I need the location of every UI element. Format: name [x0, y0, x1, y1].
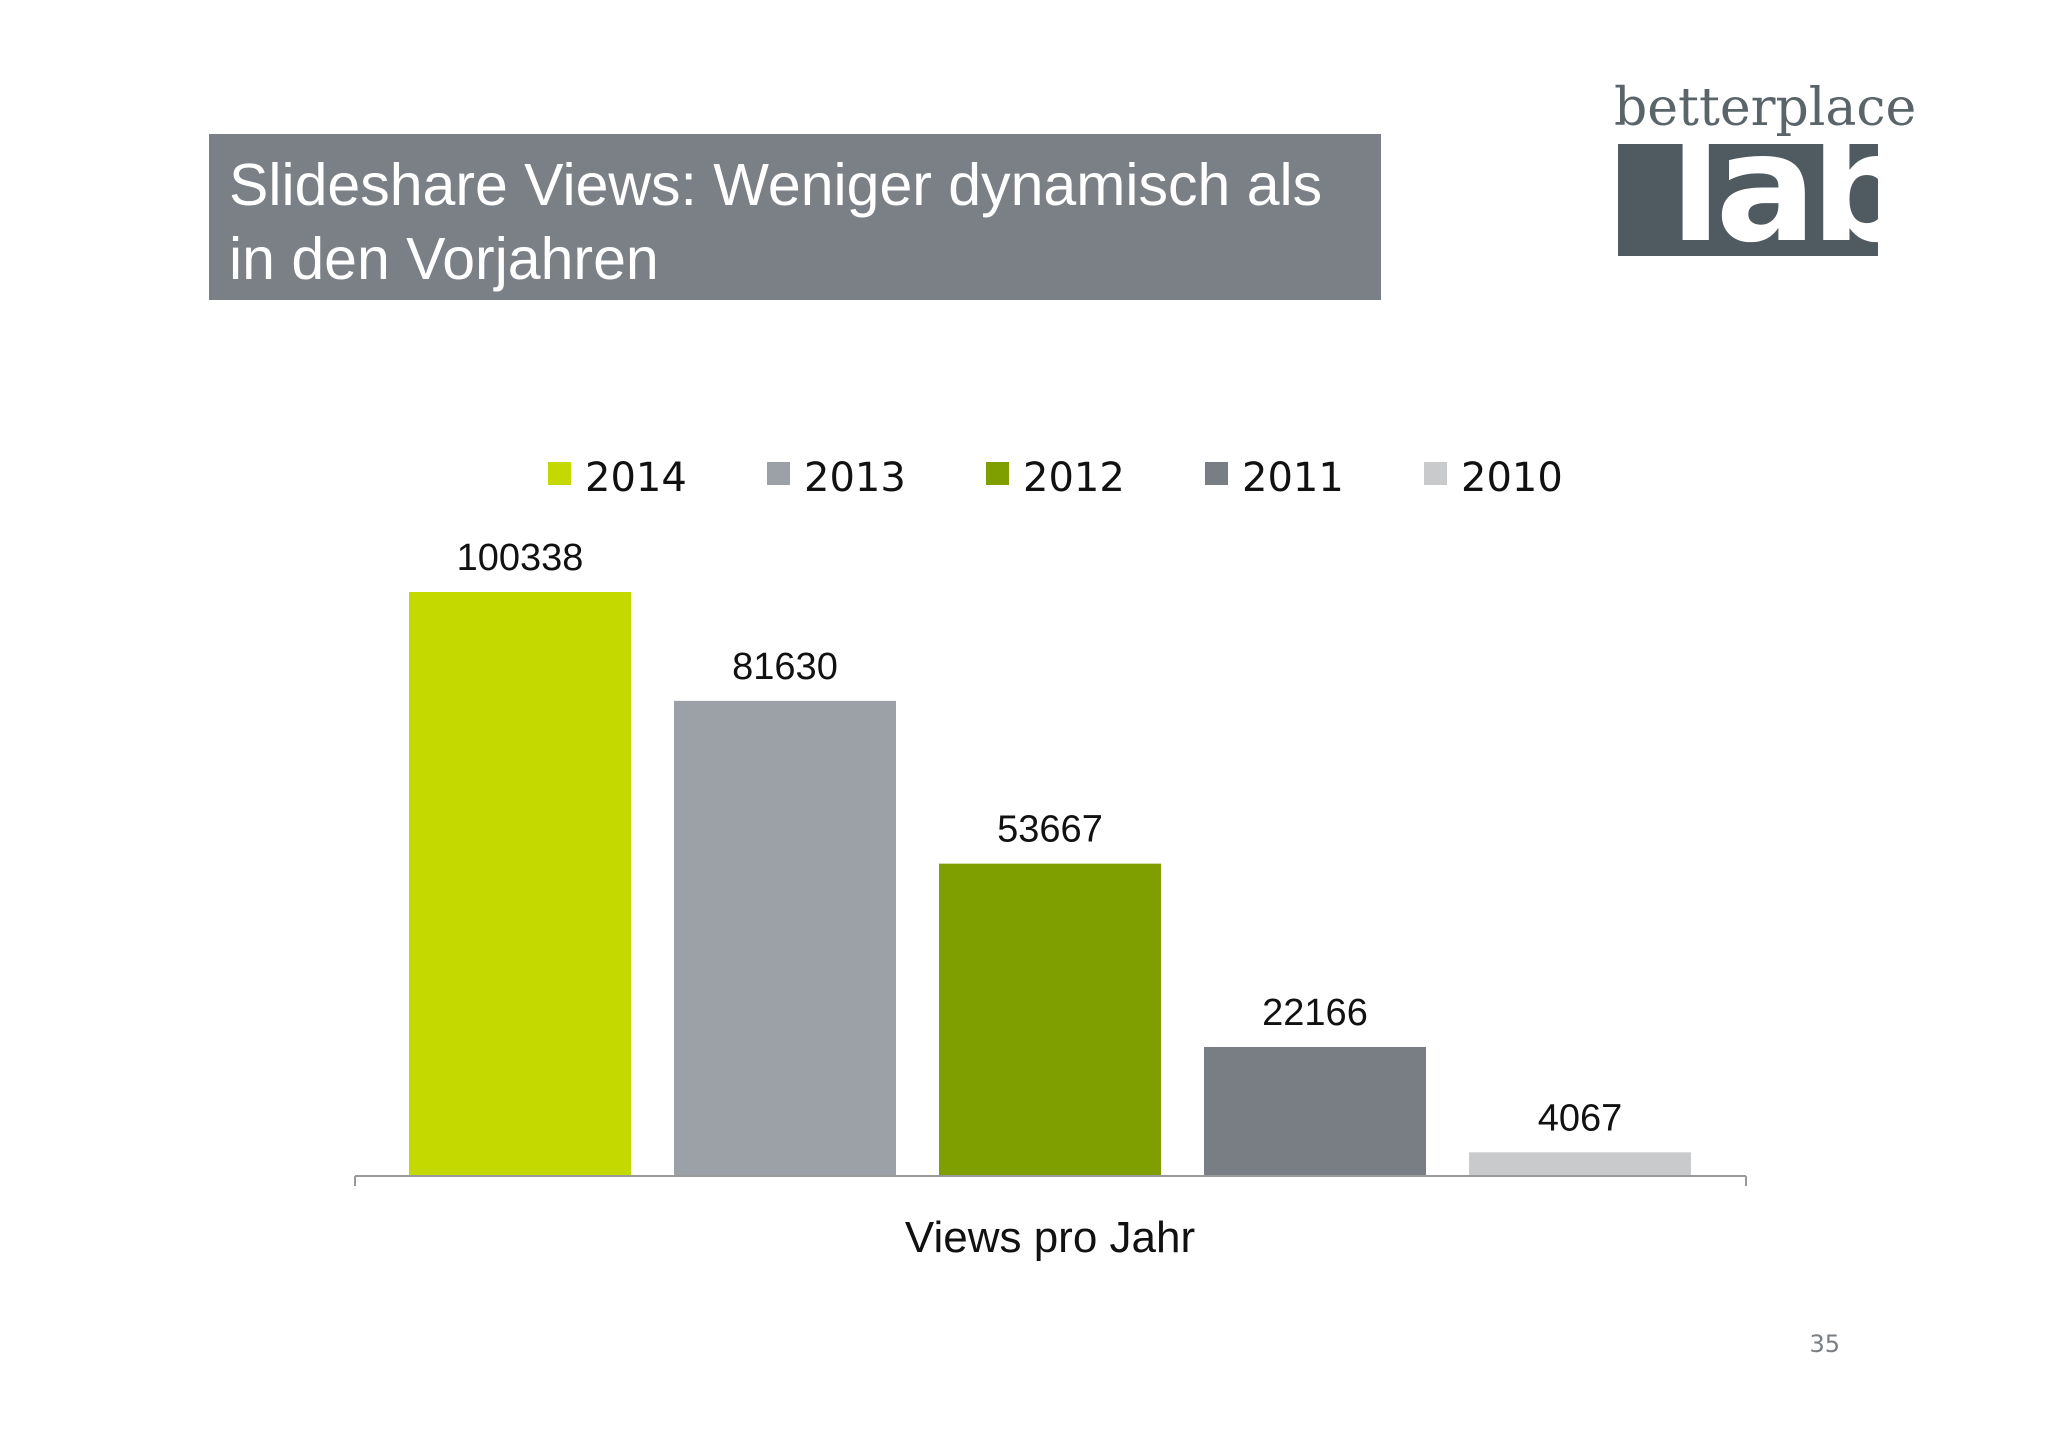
bar-2010: [1469, 1152, 1691, 1176]
logo-mark: lab: [1670, 144, 1878, 256]
legend-swatch-2011: [1205, 462, 1228, 485]
legend-label-2010: 2010: [1461, 455, 1563, 501]
slide-title: Slideshare Views: Weniger dynamisch als …: [229, 152, 1323, 292]
legend-label-2012: 2012: [1023, 455, 1125, 501]
data-label-2011: 22166: [1262, 992, 1368, 1034]
x-category-label: Views pro Jahr: [905, 1213, 1195, 1262]
page-number: 35: [1809, 1330, 1840, 1358]
legend-label-2013: 2013: [804, 455, 906, 501]
betterplace-lab-logo: betterplace lab: [1610, 78, 1916, 258]
bar-2012: [939, 863, 1161, 1176]
slide-title-box: Slideshare Views: Weniger dynamisch als …: [209, 134, 1381, 300]
legend-swatch-2013: [767, 462, 790, 485]
logo-block: lab: [1618, 144, 1878, 256]
legend-swatch-2012: [986, 462, 1009, 485]
data-label-2013: 81630: [732, 646, 838, 688]
bar-2014: [409, 592, 631, 1176]
bar-2013: [674, 700, 896, 1176]
legend-swatch-2014: [548, 462, 571, 485]
legend-label-2011: 2011: [1242, 455, 1344, 501]
bar-2011: [1204, 1046, 1426, 1176]
legend-label-2014: 2014: [585, 455, 687, 501]
data-label-2010: 4067: [1538, 1097, 1623, 1139]
data-label-2014: 100338: [457, 537, 584, 579]
logo-wordmark: betterplace: [1614, 78, 1917, 138]
legend-swatch-2010: [1424, 462, 1447, 485]
data-label-2012: 53667: [997, 809, 1103, 851]
